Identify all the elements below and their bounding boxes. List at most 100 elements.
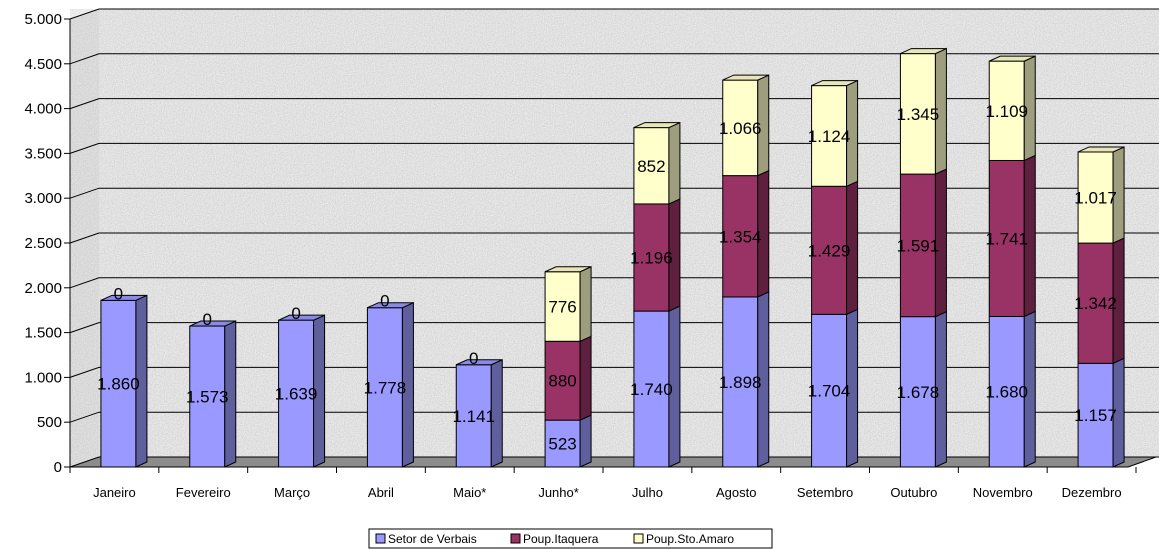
gridline <box>69 232 1159 244</box>
legend-label: Poup.Itaquera <box>523 532 599 546</box>
data-label: 0 <box>114 284 123 303</box>
y-tick-label: 2.500 <box>24 235 62 252</box>
bar-front <box>455 364 492 468</box>
gridline <box>69 98 1159 110</box>
data-label: 523 <box>548 435 576 454</box>
bar-top <box>544 266 592 273</box>
gridline <box>69 277 1159 289</box>
data-label: 1.704 <box>808 382 851 401</box>
data-label: 1.124 <box>808 127 851 146</box>
data-label: 880 <box>548 372 576 391</box>
data-labels: 1.860 0 1.573 0 1.639 0 1.778 0 1.141 0 523 880 776 1… <box>97 102 1117 454</box>
data-label: 1.109 <box>985 102 1028 121</box>
gridline <box>69 366 1159 378</box>
data-label: 1.860 <box>97 375 140 394</box>
bar-poup-itaquera <box>722 169 770 298</box>
data-label: 1.898 <box>719 373 762 392</box>
x-tick-label: Abril <box>368 485 394 500</box>
bar-front <box>633 203 670 312</box>
legend-label: Poup.Sto.Amaro <box>646 532 734 546</box>
legend-swatch <box>633 533 644 544</box>
y-tick-label: 4.000 <box>24 101 62 118</box>
bar-front <box>1077 242 1114 364</box>
x-tick-label: Setembro <box>797 485 853 500</box>
bar-front <box>988 60 1025 161</box>
bar-poup-sto-amaro <box>189 320 236 327</box>
bar-front <box>811 185 848 315</box>
y-tick-label: 3.000 <box>24 190 62 207</box>
gridline <box>69 8 1159 20</box>
bar-poup-itaquera <box>988 154 1036 318</box>
data-label: 1.678 <box>897 383 940 402</box>
bar-front <box>722 175 759 298</box>
legend: Setor de Verbais Poup.Itaquera Poup.Sto.Am… <box>368 528 773 549</box>
gridline <box>69 322 1159 334</box>
x-tick-label: Agosto <box>716 485 756 500</box>
bar-poup-sto-amaro <box>633 121 681 205</box>
y-tick-label: 5.000 <box>24 11 62 28</box>
bar-poup-sto-amaro <box>544 265 592 343</box>
data-label: 1.573 <box>186 388 229 407</box>
x-tick-label: Junho* <box>538 485 578 500</box>
x-tick-label: Fevereiro <box>176 485 231 500</box>
data-label: 1.591 <box>897 236 940 255</box>
bar-setor-de-verbais <box>633 305 681 468</box>
legend-box <box>368 528 773 549</box>
bar-poup-sto-amaro <box>100 294 148 301</box>
legend-label: Setor de Verbais <box>388 532 477 546</box>
data-label: 1.740 <box>630 380 673 399</box>
data-label: 852 <box>637 157 665 176</box>
data-label: 1.066 <box>719 119 762 138</box>
gridline <box>69 142 1159 154</box>
bar-side <box>579 335 592 421</box>
bar-setor-de-verbais <box>899 310 947 468</box>
bar-side <box>579 265 592 343</box>
bar-front <box>988 159 1025 317</box>
bar-poup-sto-amaro <box>1077 146 1125 244</box>
bar-setor-de-verbais <box>544 414 592 468</box>
data-label: 0 <box>380 292 389 311</box>
data-label: 0 <box>203 310 212 329</box>
bar-poup-sto-amaro <box>988 55 1036 162</box>
bar-poup-sto-amaro <box>367 302 414 309</box>
bar-top <box>1077 146 1125 153</box>
bar-side <box>579 414 592 468</box>
data-label: 0 <box>291 304 300 323</box>
bar-top <box>278 314 325 321</box>
bar-setor-de-verbais <box>189 320 237 468</box>
bar-poup-sto-amaro <box>456 359 503 366</box>
data-label: 1.342 <box>1074 294 1117 313</box>
bar-side <box>668 121 681 205</box>
bar-front <box>366 307 403 468</box>
floor <box>70 457 1156 467</box>
data-label: 1.141 <box>452 407 495 426</box>
x-tick-label: Janeiro <box>93 485 136 500</box>
y-tick-label: 500 <box>37 414 62 431</box>
data-label: 1.354 <box>719 227 762 246</box>
bar-setor-de-verbais <box>455 358 503 468</box>
data-label: 1.157 <box>1074 406 1117 425</box>
data-label: 1.741 <box>985 229 1028 248</box>
bar-front <box>811 85 848 187</box>
bar-front <box>544 271 581 342</box>
bar-front <box>899 173 936 318</box>
bar-top <box>722 74 769 81</box>
y-tick-label: 0 <box>54 459 62 476</box>
data-label: 776 <box>548 298 576 317</box>
data-label: 1.196 <box>630 249 673 268</box>
x-tick-label: Outubro <box>890 485 937 500</box>
gridlines <box>69 8 1159 468</box>
gridline <box>69 411 1159 423</box>
bar-setor-de-verbais <box>1077 357 1125 468</box>
y-tick-label: 3.500 <box>24 145 62 162</box>
y-tick-label: 1.500 <box>24 325 62 342</box>
bar-top <box>456 359 503 366</box>
bar-top <box>633 122 681 129</box>
axes: 0 500 1.000 1.500 2.000 2.500 3.000 3.500 4.000 4… <box>24 11 1157 500</box>
gridline <box>69 187 1159 199</box>
data-label: 1.429 <box>808 241 851 260</box>
bar-top <box>189 320 236 327</box>
y-tick-label: 4.500 <box>24 56 62 73</box>
